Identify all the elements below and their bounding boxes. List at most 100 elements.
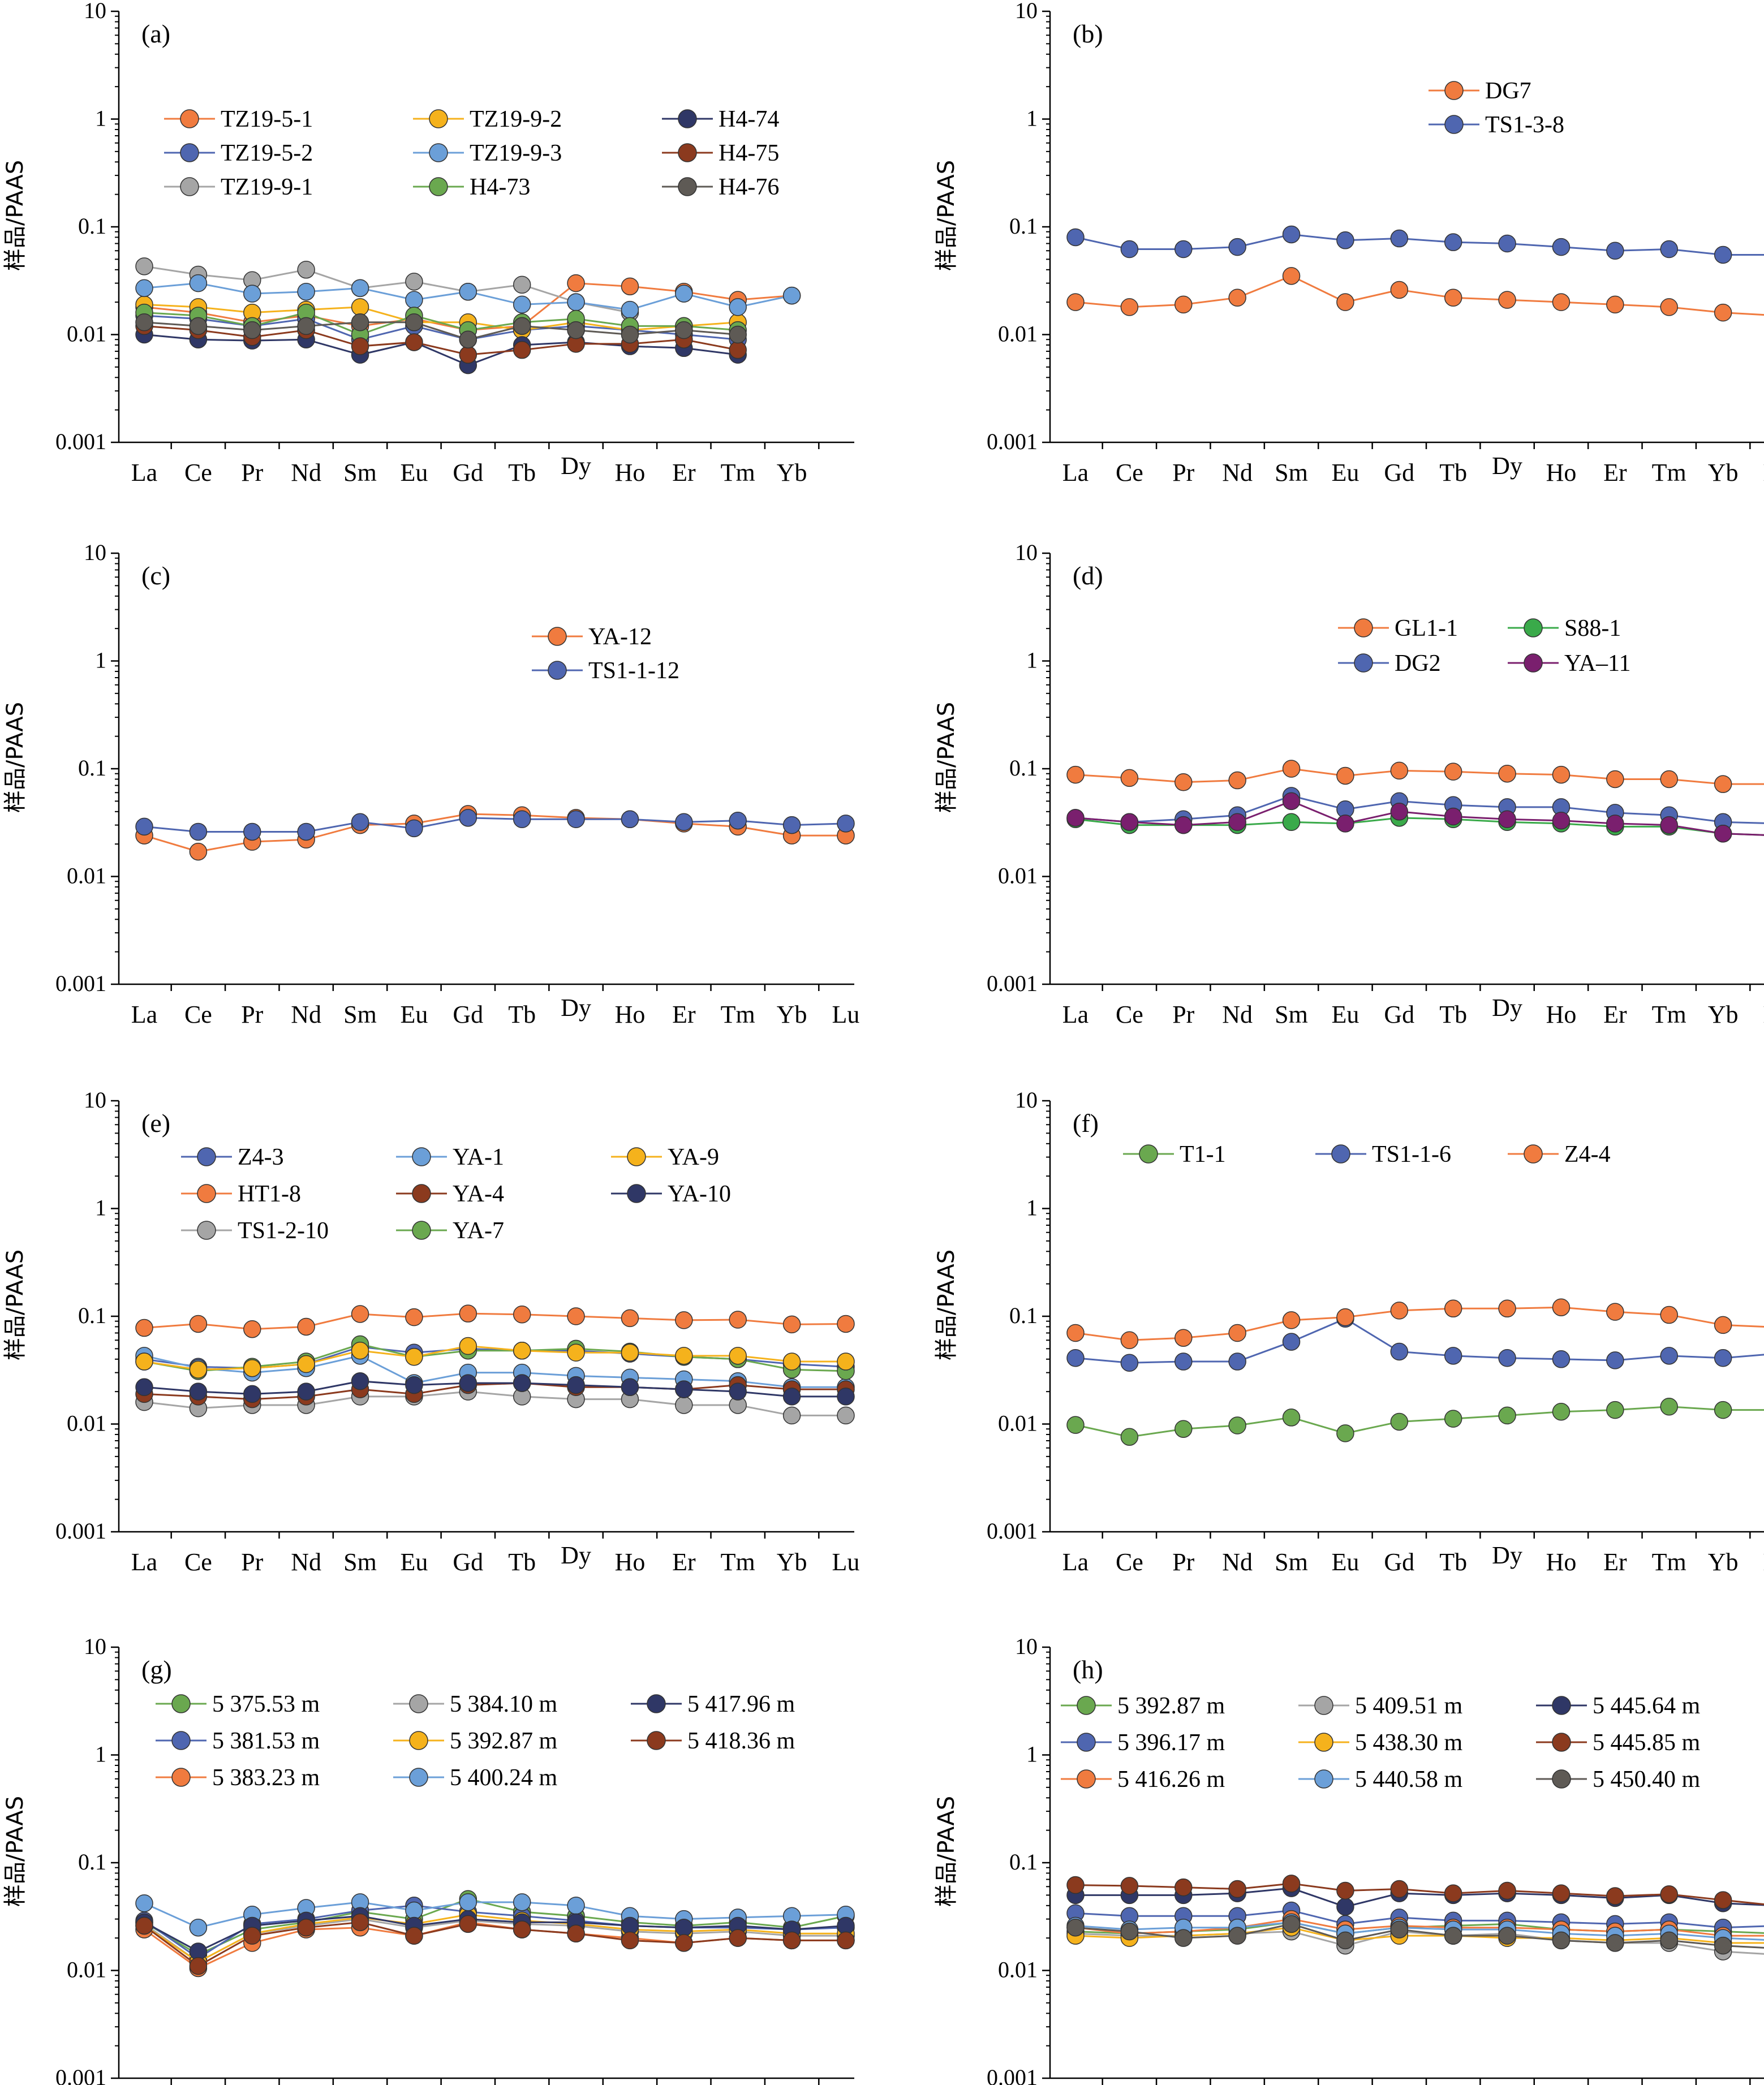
- data-point: [243, 1927, 261, 1945]
- legend-label: TZ19-5-1: [221, 106, 313, 132]
- data-point: [1282, 1311, 1301, 1329]
- data-point: [297, 1355, 315, 1373]
- series-path: [1075, 1882, 1764, 1905]
- x-tick-label: Ce: [184, 1548, 212, 1576]
- data-point: [189, 317, 208, 335]
- series-line: [1066, 760, 1764, 793]
- data-point: [351, 1341, 369, 1360]
- data-point: [405, 1927, 423, 1945]
- data-point: [1444, 233, 1462, 251]
- legend-item: TS1-1-12: [532, 658, 679, 684]
- data-point: [189, 1360, 208, 1379]
- data-point: [1498, 1299, 1516, 1318]
- data-point: [243, 822, 261, 841]
- data-point: [1390, 1880, 1409, 1898]
- y-tick-label: 0.001: [987, 429, 1038, 454]
- data-point: [675, 1934, 693, 1952]
- y-tick-label: 0.1: [78, 213, 106, 239]
- y-tick-label: 0.01: [67, 1957, 106, 1983]
- x-tick-label: Tb: [1439, 1001, 1467, 1028]
- legend-item: TS1-1-6: [1315, 1141, 1451, 1168]
- data-point: [513, 275, 531, 294]
- series-line: [135, 1337, 855, 1379]
- y-tick-label: 0.001: [55, 1518, 106, 1544]
- y-axis-label: 样品/PAAS: [2, 1796, 28, 1907]
- data-point: [351, 279, 369, 298]
- legend-label: TS1-3-8: [1485, 112, 1564, 138]
- data-point: [1660, 1885, 1678, 1903]
- legend-marker: [1077, 1769, 1096, 1789]
- legend-marker: [429, 177, 448, 196]
- y-axis-label: 样品/PAAS: [2, 702, 28, 813]
- legend-label: DG7: [1485, 78, 1531, 104]
- data-point: [459, 1915, 477, 1933]
- data-point: [1714, 824, 1732, 843]
- data-point: [459, 1337, 477, 1355]
- x-tick-label: Er: [672, 1548, 696, 1576]
- legend-label: 5 381.53 m: [212, 1728, 320, 1754]
- y-tick-label: 1: [1026, 1195, 1038, 1221]
- legend-marker: [429, 109, 448, 128]
- legend: YA-12 TS1-1-12: [532, 624, 679, 684]
- legend-item: TZ19-5-1: [164, 106, 313, 132]
- series-path: [1075, 1921, 1764, 1941]
- y-tick-label: 1: [1026, 1742, 1038, 1767]
- series-line: [1066, 1298, 1764, 1350]
- x-tick-label: Tm: [721, 1548, 755, 1576]
- data-point: [567, 1897, 585, 1915]
- data-point: [1660, 1398, 1678, 1416]
- series-path: [1075, 275, 1764, 316]
- y-tick-label: 10: [84, 540, 106, 565]
- legend-marker: [1139, 1144, 1158, 1164]
- y-tick-label: 10: [1015, 1087, 1038, 1113]
- legend-marker: [1354, 653, 1373, 673]
- legend-label: H4-76: [718, 174, 779, 200]
- series-path: [144, 817, 846, 833]
- data-point: [1660, 240, 1678, 259]
- x-tick-label: Yb: [1708, 1001, 1739, 1028]
- series-line: [1066, 267, 1764, 322]
- legend-marker: [1444, 115, 1464, 134]
- x-tick-label: Dy: [1492, 452, 1522, 480]
- data-point: [459, 346, 477, 364]
- legend-marker: [678, 109, 697, 128]
- y-tick-label: 0.001: [55, 2065, 106, 2085]
- data-point: [567, 810, 585, 829]
- x-tick-label: Eu: [1331, 1548, 1359, 1576]
- data-point: [1066, 293, 1085, 311]
- data-point: [675, 813, 693, 832]
- legend-item: YA–11: [1508, 651, 1630, 677]
- legend-label: 5 450.40 m: [1593, 1767, 1701, 1793]
- series-line: [135, 809, 855, 841]
- legend-item: 5 445.85 m: [1536, 1730, 1701, 1756]
- legend-marker: [197, 1147, 216, 1166]
- y-tick-label: 0.01: [67, 1411, 106, 1436]
- legend-marker: [1524, 1144, 1543, 1164]
- data-point: [1174, 816, 1193, 834]
- data-point: [1120, 769, 1139, 787]
- data-point: [351, 813, 369, 832]
- x-tick-label: Gd: [453, 1001, 483, 1028]
- data-point: [1174, 1929, 1193, 1947]
- legend-marker: [548, 661, 567, 680]
- x-tick-label: Tb: [1439, 1548, 1467, 1576]
- x-tick-label: Gd: [1384, 1001, 1414, 1028]
- data-point: [243, 1359, 261, 1377]
- x-tick-label: La: [131, 459, 157, 486]
- data-point: [1660, 1306, 1678, 1324]
- data-point: [621, 810, 639, 829]
- data-point: [459, 330, 477, 348]
- legend-marker: [1552, 1769, 1571, 1789]
- y-tick-label: 0.01: [998, 863, 1038, 889]
- series-line: [135, 313, 747, 348]
- data-point: [782, 1406, 801, 1425]
- legend-item: Z4-4: [1508, 1141, 1611, 1168]
- data-point: [1174, 1352, 1193, 1371]
- x-tick-label: Eu: [1331, 1001, 1359, 1028]
- data-point: [513, 1306, 531, 1324]
- series-line: [1066, 1879, 1764, 1916]
- legend-label: Z4-4: [1564, 1141, 1611, 1168]
- x-tick-label: Tm: [1652, 1548, 1686, 1576]
- x-tick-label: La: [1062, 459, 1088, 486]
- legend-label: 5 392.87 m: [450, 1728, 558, 1754]
